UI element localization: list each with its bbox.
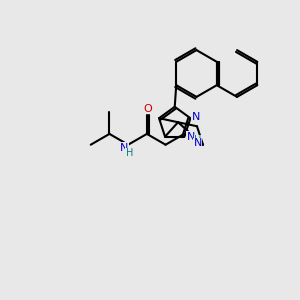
Text: N: N	[192, 112, 200, 122]
Text: O: O	[143, 104, 152, 114]
Text: N: N	[194, 138, 202, 148]
Text: N: N	[187, 132, 195, 142]
Text: N: N	[120, 143, 129, 153]
Text: H: H	[194, 135, 202, 145]
Text: H: H	[126, 148, 133, 158]
